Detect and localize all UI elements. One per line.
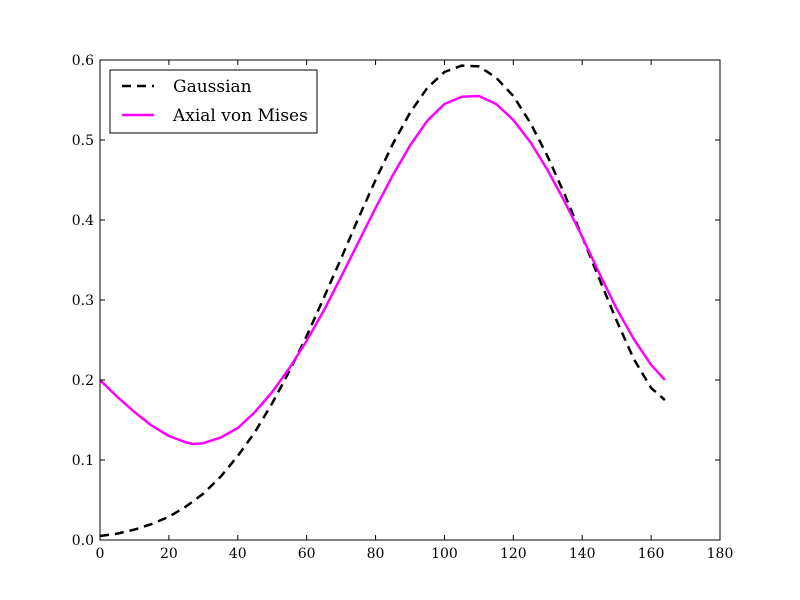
x-tick-label: 60	[298, 546, 316, 562]
y-tick-label: 0.6	[72, 53, 94, 69]
x-tick-label: 180	[707, 546, 734, 562]
x-tick-label: 140	[569, 546, 596, 562]
x-tick-label: 20	[160, 546, 178, 562]
legend-label-0: Gaussian	[173, 77, 252, 97]
legend: Gaussian Axial von Mises	[109, 69, 318, 134]
x-tick-label: 120	[500, 546, 527, 562]
x-tick-label: 80	[367, 546, 385, 562]
x-tick-label: 160	[638, 546, 665, 562]
y-tick-label: 0.0	[72, 533, 94, 549]
ticks-layer: 0 20 40 60 80 100 120 140 160 180 0.0 0.1 0.2 0.3 0.4 0…	[72, 53, 734, 562]
series-layer	[99, 64, 666, 538]
y-tick-label: 0.4	[72, 213, 94, 229]
y-tick-label: 0.3	[72, 293, 94, 309]
legend-box	[109, 69, 318, 134]
x-tick-label: 40	[229, 546, 247, 562]
y-tick-label: 0.2	[72, 373, 94, 389]
y-tick-label: 0.5	[72, 133, 94, 149]
x-tick-label: 100	[431, 546, 458, 562]
series-line-1	[99, 94, 666, 446]
y-tick-label: 0.1	[72, 453, 94, 469]
series-line-0	[99, 64, 666, 538]
x-tick-label: 0	[96, 546, 105, 562]
legend-label-1: Axial von Mises	[172, 106, 308, 126]
